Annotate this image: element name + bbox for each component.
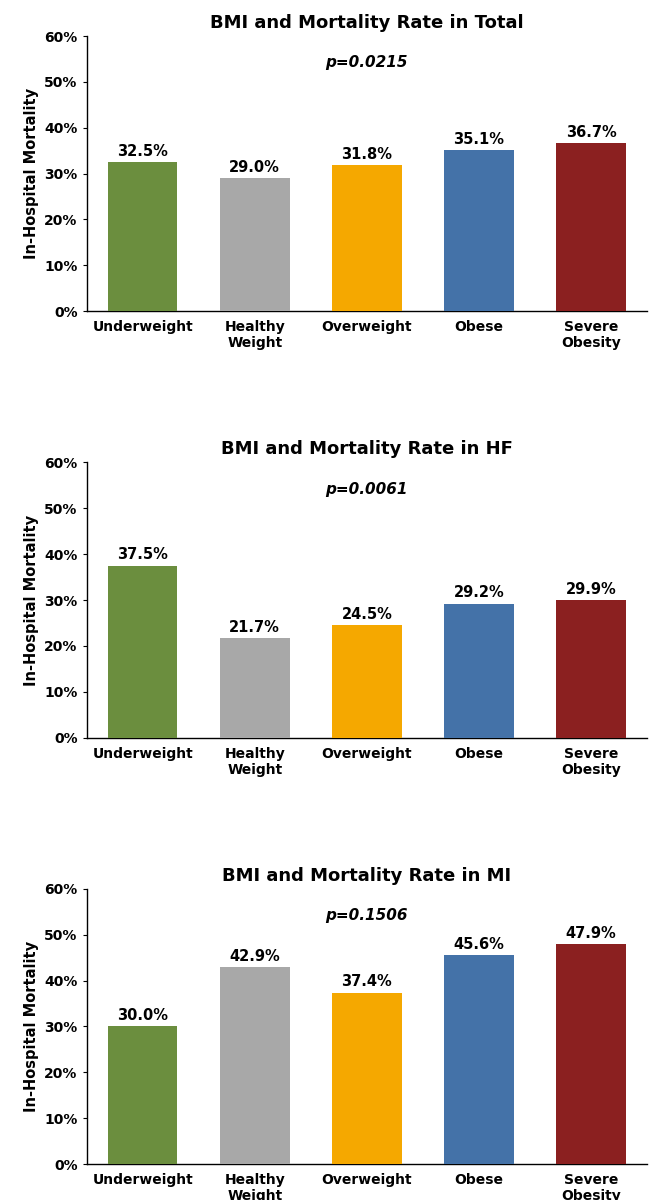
Text: 29.2%: 29.2% [454,586,504,600]
Bar [332,166,402,311]
Bar [444,604,514,738]
Text: 37.5%: 37.5% [117,547,168,563]
Text: 21.7%: 21.7% [229,620,280,635]
Bar [108,1026,177,1164]
Bar [220,638,289,738]
Text: p=0.0061: p=0.0061 [325,481,408,497]
Bar [108,162,177,311]
Title: BMI and Mortality Rate in MI: BMI and Mortality Rate in MI [222,866,512,884]
Text: 24.5%: 24.5% [342,607,392,622]
Text: 35.1%: 35.1% [454,132,504,146]
Title: BMI and Mortality Rate in Total: BMI and Mortality Rate in Total [210,13,524,31]
Text: 47.9%: 47.9% [566,926,616,941]
Text: 45.6%: 45.6% [454,937,504,952]
Y-axis label: In-Hospital Mortality: In-Hospital Mortality [24,88,39,259]
Y-axis label: In-Hospital Mortality: In-Hospital Mortality [24,515,39,685]
Bar [556,944,626,1164]
Bar [556,143,626,311]
Bar [444,955,514,1164]
Bar [108,565,177,738]
Title: BMI and Mortality Rate in HF: BMI and Mortality Rate in HF [221,440,513,458]
Bar [220,178,289,311]
Y-axis label: In-Hospital Mortality: In-Hospital Mortality [24,941,39,1112]
Text: 29.9%: 29.9% [566,582,616,598]
Text: 37.4%: 37.4% [342,974,392,989]
Text: p=0.1506: p=0.1506 [325,908,408,923]
Text: 31.8%: 31.8% [342,148,392,162]
Bar [220,967,289,1164]
Bar [556,600,626,738]
Text: 29.0%: 29.0% [229,160,280,175]
Text: 30.0%: 30.0% [117,1008,168,1024]
Bar [332,992,402,1164]
Bar [332,625,402,738]
Text: 32.5%: 32.5% [117,144,168,158]
Bar [444,150,514,311]
Text: 42.9%: 42.9% [229,949,280,964]
Text: 36.7%: 36.7% [566,125,616,139]
Text: p=0.0215: p=0.0215 [325,55,408,71]
